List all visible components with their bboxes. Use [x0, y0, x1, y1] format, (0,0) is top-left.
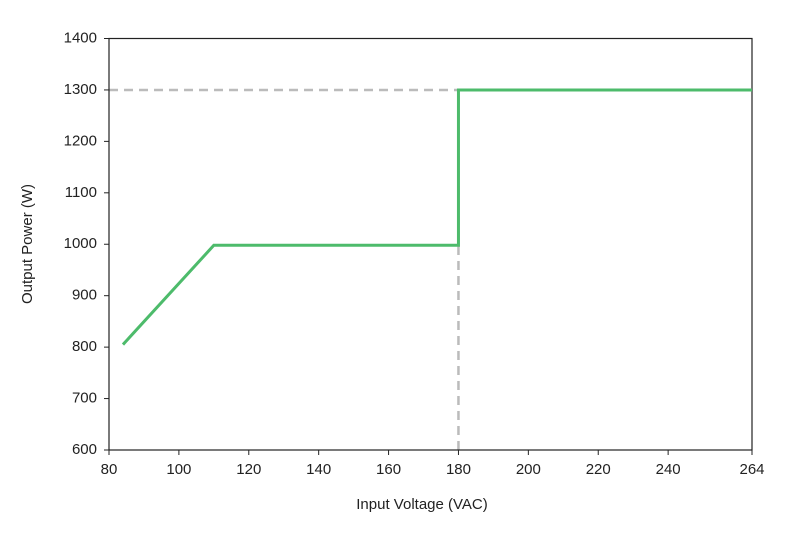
x-tick-label: 140: [306, 461, 331, 478]
x-tick-label: 80: [101, 461, 118, 478]
y-tick-label: 1400: [64, 29, 97, 46]
y-tick-label: 1300: [64, 81, 97, 98]
y-tick-label: 600: [72, 441, 97, 458]
x-tick-label: 220: [586, 461, 611, 478]
y-tick-label: 1200: [64, 132, 97, 149]
x-tick-label: 180: [446, 461, 471, 478]
y-axis-label: Output Power (W): [19, 184, 36, 304]
data-line: [121, 88, 752, 346]
x-axis-label: Input Voltage (VAC): [356, 496, 487, 513]
x-tick-label: 100: [166, 461, 191, 478]
y-tick-label: 1000: [64, 235, 97, 252]
y-tick-label: 1100: [65, 184, 97, 201]
y-tick-label: 900: [72, 287, 97, 304]
y-tick-label: 800: [72, 338, 97, 355]
x-tick-label: 264: [739, 461, 764, 478]
x-tick-label: 240: [656, 461, 681, 478]
y-tick-label: 700: [72, 390, 97, 407]
x-tick-label: 120: [236, 461, 261, 478]
x-tick-label: 200: [516, 461, 541, 478]
x-tick-label: 160: [376, 461, 401, 478]
